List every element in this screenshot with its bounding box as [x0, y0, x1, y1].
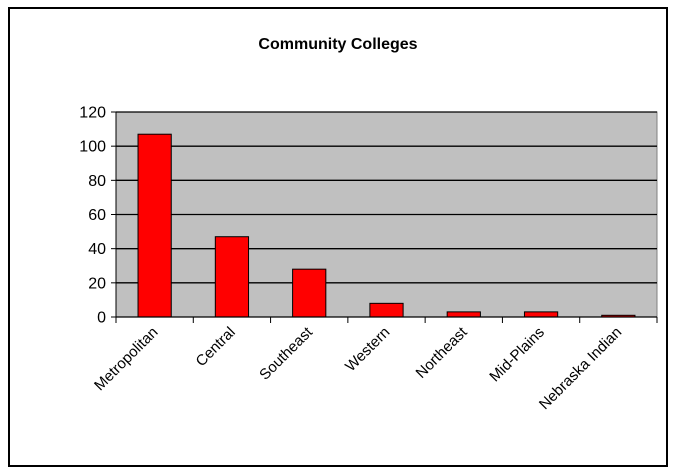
y-tick-label: 80 [88, 173, 106, 190]
y-tick-label: 120 [79, 105, 106, 122]
y-tick-label: 100 [79, 139, 106, 156]
x-axis-ticks: Metropolitan Central Southeast Western North… [91, 317, 658, 413]
y-tick-label: 60 [88, 207, 106, 224]
x-tick-label: Central [193, 324, 239, 370]
bar-metropolitan [137, 133, 172, 318]
bar-chart: Community Colleges 0 20 40 60 80 100 120 Metro… [79, 36, 658, 413]
bar-mid-plains [523, 311, 559, 318]
y-tick-label: 40 [88, 241, 106, 258]
x-tick-label: Southeast [256, 323, 316, 383]
bar-central [214, 236, 250, 318]
gridlines [116, 111, 657, 284]
x-tick-label: Western [342, 324, 393, 375]
y-tick-label: 20 [88, 275, 106, 292]
bar-southeast [292, 268, 327, 318]
x-tick-label: Mid-Plains [486, 324, 548, 386]
chart-title: Community Colleges [258, 36, 417, 53]
bar-western [369, 302, 404, 318]
bar-northeast [446, 311, 481, 318]
bars [137, 133, 636, 318]
x-tick-label: Northeast [413, 323, 472, 382]
y-axis-ticks: 0 20 40 60 80 100 120 [79, 105, 116, 327]
x-tick-label: Nebraska Indian [536, 324, 625, 413]
y-tick-label: 0 [97, 310, 106, 327]
x-tick-label: Metropolitan [91, 324, 161, 394]
chart-frame: Community Colleges 0 20 40 60 80 100 120 Metro… [8, 7, 668, 467]
